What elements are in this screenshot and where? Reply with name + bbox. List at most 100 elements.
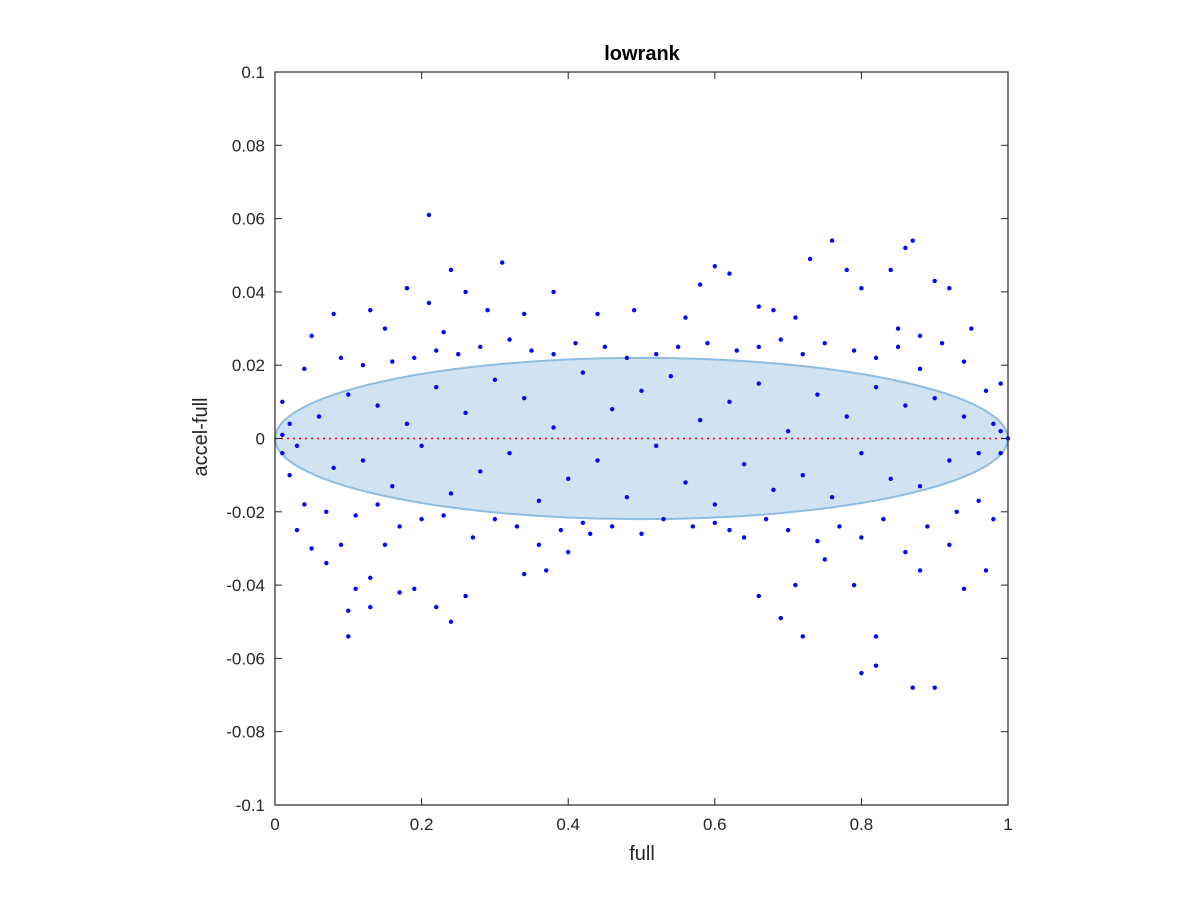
data-point xyxy=(412,355,417,361)
data-point xyxy=(397,524,402,529)
data-point xyxy=(448,491,454,496)
data-point xyxy=(434,604,439,610)
data-point xyxy=(785,527,791,533)
data-point xyxy=(302,502,307,507)
data-point xyxy=(822,557,827,562)
data-point xyxy=(675,344,681,350)
data-point xyxy=(346,392,351,397)
data-point xyxy=(910,238,915,243)
data-point xyxy=(947,542,952,547)
y-tick-label: 0.04 xyxy=(232,283,265,302)
data-point xyxy=(463,410,468,416)
data-point xyxy=(375,502,380,507)
data-point xyxy=(595,458,600,463)
data-point xyxy=(331,311,336,317)
data-point xyxy=(910,685,915,690)
data-point xyxy=(368,308,373,313)
plot-area xyxy=(274,72,1011,805)
data-point xyxy=(514,524,520,529)
data-point xyxy=(661,516,666,522)
data-point xyxy=(851,582,857,588)
data-point xyxy=(302,366,307,372)
x-tick-label: 0.2 xyxy=(410,815,434,834)
y-tick-label: 0.08 xyxy=(232,136,265,155)
data-point xyxy=(309,333,314,339)
data-point xyxy=(419,516,424,522)
data-point xyxy=(434,348,439,353)
data-point xyxy=(895,344,901,350)
data-point xyxy=(280,450,285,456)
data-point xyxy=(961,359,967,364)
x-tick-label: 1 xyxy=(1003,815,1012,834)
data-point xyxy=(873,355,879,361)
data-point xyxy=(551,289,556,295)
data-point xyxy=(316,414,322,419)
data-point xyxy=(390,483,395,489)
data-point xyxy=(822,341,827,346)
data-point xyxy=(998,428,1003,434)
y-tick-label: 0 xyxy=(256,430,265,449)
data-point xyxy=(338,542,344,547)
data-point xyxy=(800,352,805,357)
data-point xyxy=(983,568,989,573)
data-point xyxy=(507,337,512,342)
data-point xyxy=(441,513,446,518)
data-point xyxy=(353,586,358,591)
data-point xyxy=(294,443,300,449)
data-point xyxy=(851,348,857,353)
data-point xyxy=(639,388,644,394)
data-point xyxy=(727,399,732,405)
data-point xyxy=(903,403,908,408)
data-point xyxy=(961,414,967,419)
data-point xyxy=(551,425,556,430)
data-point xyxy=(419,443,424,449)
x-tick-label: 0.6 xyxy=(703,815,727,834)
data-point xyxy=(668,373,674,379)
data-point xyxy=(397,590,402,595)
data-point xyxy=(741,535,747,540)
data-point xyxy=(375,403,380,408)
data-point xyxy=(925,524,930,529)
data-point xyxy=(346,634,351,639)
data-point xyxy=(536,498,542,504)
data-point xyxy=(602,344,608,350)
data-point xyxy=(441,330,446,335)
data-point xyxy=(500,260,505,265)
data-point xyxy=(492,377,498,383)
data-point xyxy=(566,549,571,555)
data-point xyxy=(639,531,644,536)
data-point xyxy=(448,619,454,624)
data-point xyxy=(624,355,630,361)
data-point xyxy=(492,516,498,522)
data-point xyxy=(829,494,835,500)
data-point xyxy=(793,315,798,320)
data-point xyxy=(763,516,769,522)
data-point xyxy=(536,542,542,547)
data-point xyxy=(961,586,967,591)
data-point xyxy=(566,476,571,482)
data-point xyxy=(331,465,336,471)
data-point xyxy=(412,586,417,591)
data-point xyxy=(727,527,732,533)
data-point xyxy=(815,538,820,544)
data-point xyxy=(991,421,996,427)
data-point xyxy=(741,461,747,467)
y-tick-label: -0.02 xyxy=(226,503,265,522)
data-point xyxy=(478,344,483,350)
data-point xyxy=(785,428,791,434)
data-point xyxy=(888,267,893,273)
data-point xyxy=(624,494,630,500)
data-point xyxy=(683,480,688,485)
data-point xyxy=(309,546,314,551)
data-point xyxy=(287,472,292,478)
data-point xyxy=(478,469,483,474)
data-point xyxy=(551,352,556,357)
data-point xyxy=(712,264,717,269)
data-point xyxy=(983,388,989,394)
data-point xyxy=(815,392,820,397)
data-point xyxy=(888,476,893,482)
data-point xyxy=(991,516,996,522)
data-point xyxy=(522,571,527,577)
data-point xyxy=(683,315,688,320)
